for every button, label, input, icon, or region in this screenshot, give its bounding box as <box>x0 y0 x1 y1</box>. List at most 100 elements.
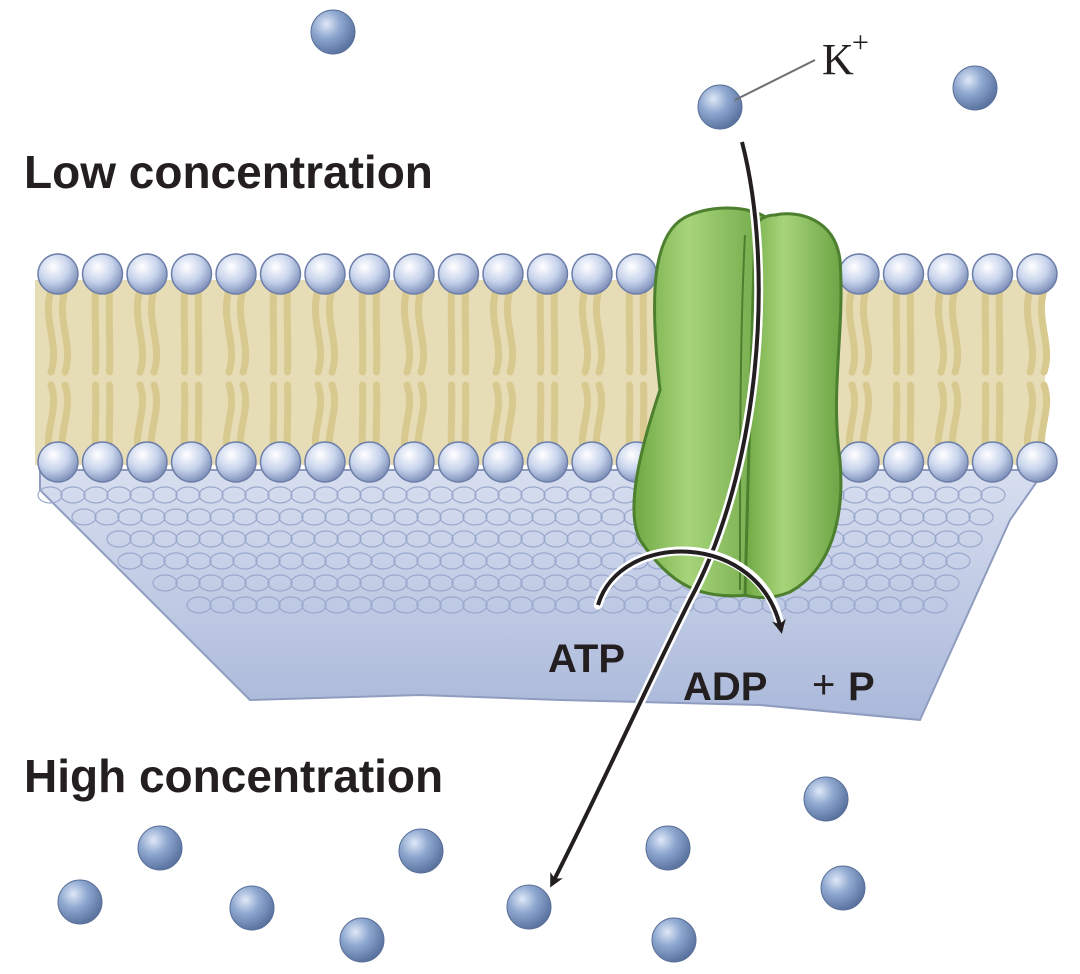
cytoplasm-bubble <box>439 596 465 614</box>
cytoplasm-bubble <box>865 530 891 548</box>
cytoplasm-bubble <box>382 486 408 504</box>
cytoplasm-bubble <box>922 508 948 526</box>
ion-charge-label: + <box>852 26 869 59</box>
potassium-ion <box>651 917 697 963</box>
high-concentration-label: High concentration <box>24 750 443 802</box>
lipid-head <box>259 253 302 295</box>
lipid-tail <box>461 286 470 376</box>
lipid-tail <box>194 286 203 376</box>
lipid-head <box>882 253 925 295</box>
cytoplasm-bubble <box>37 486 63 504</box>
cytoplasm-bubble <box>152 574 178 592</box>
lipid-head <box>927 441 969 483</box>
cytoplasm-bubble <box>945 552 971 570</box>
cytoplasm-bubble <box>382 530 408 548</box>
cytoplasm-bubble <box>462 596 488 614</box>
potassium-ion <box>310 9 356 55</box>
cytoplasm-bubble <box>83 486 109 504</box>
cytoplasm-bubble <box>566 574 592 592</box>
cytoplasm-bubble <box>531 508 557 526</box>
phosphate-label: P <box>848 665 875 709</box>
cytoplasm-bubble <box>301 552 327 570</box>
lipid-tail <box>133 286 147 376</box>
cytoplasm-bubble <box>853 596 879 614</box>
cytoplasm-bubble <box>554 596 580 614</box>
cytoplasm-bubble <box>209 596 235 614</box>
cytoplasm-bubble <box>623 596 649 614</box>
cytoplasm-bubble <box>382 574 408 592</box>
cytoplasm-bubble <box>186 552 212 570</box>
cytoplasm-bubble <box>117 508 143 526</box>
cytoplasm-bubble <box>692 596 718 614</box>
lipid-tail <box>892 286 901 376</box>
cytoplasm-bubble <box>186 596 212 614</box>
cytoplasm-bubble <box>393 596 419 614</box>
cytoplasm-bubble <box>232 596 258 614</box>
lipid-tail <box>625 286 634 376</box>
lipid-tail <box>400 286 414 376</box>
adp-label: ADP <box>683 665 767 709</box>
cytoplasm-bubble <box>324 596 350 614</box>
lipid-tail <box>578 286 592 376</box>
lipid-tail <box>995 286 1004 376</box>
cytoplasm-bubble <box>474 530 500 548</box>
cytoplasm-bubble <box>508 552 534 570</box>
lipid-tail <box>58 286 72 376</box>
cytoplasm-bubble <box>600 508 626 526</box>
cytoplasm-bubble <box>888 486 914 504</box>
cytoplasm-bubble <box>255 552 281 570</box>
cytoplasm-bubble <box>520 486 546 504</box>
cytoplasm-bubble <box>416 596 442 614</box>
cytoplasm-bubble <box>784 596 810 614</box>
cytoplasm-bubble <box>888 530 914 548</box>
lipid-head <box>615 253 658 295</box>
cytoplasm-bubble <box>370 552 396 570</box>
lipid-head <box>215 253 257 295</box>
lipid-head <box>838 253 880 295</box>
plus-label: + <box>812 663 835 707</box>
lipid-tail <box>1037 286 1051 376</box>
cytoplasm-bubble <box>290 530 316 548</box>
cytoplasm-bubble <box>531 596 557 614</box>
lipid-tail <box>948 286 962 376</box>
cytoplasm-bubble <box>370 596 396 614</box>
lipid-head <box>170 441 213 483</box>
cytoplasm-bubble <box>853 552 879 570</box>
cytoplasm-bubble <box>244 486 270 504</box>
cytoplasm-bubble <box>876 596 902 614</box>
cytoplasm-bubble <box>911 530 937 548</box>
cytoplasm-bubble <box>842 574 868 592</box>
cytoplasm-bubble <box>198 530 224 548</box>
cytoplasm-bubble <box>577 508 603 526</box>
cytoplasm-bubble <box>865 486 891 504</box>
cytoplasm-bubble <box>416 508 442 526</box>
cytoplasm-bubble <box>94 508 120 526</box>
cytoplasm-bubble <box>140 552 166 570</box>
cytoplasm-bubble <box>393 508 419 526</box>
lipid-head <box>348 253 391 295</box>
cytoplasm-bubble <box>554 552 580 570</box>
cytoplasm-bubble <box>370 508 396 526</box>
cytoplasm-bubble <box>428 574 454 592</box>
cytoplasm-bubble <box>405 574 431 592</box>
lipid-head <box>81 253 124 295</box>
cytoplasm-bubble <box>968 508 994 526</box>
lipid-head <box>927 253 969 295</box>
cytoplasm-bubble <box>600 552 626 570</box>
lipid-head <box>393 253 435 295</box>
cytoplasm-bubble <box>934 530 960 548</box>
cytoplasm-bubble <box>876 552 902 570</box>
cytoplasm-bubble <box>922 552 948 570</box>
lipid-tail <box>981 286 990 376</box>
cytoplasm-bubble <box>462 552 488 570</box>
cytoplasm-bubble <box>278 508 304 526</box>
lipid-head <box>393 441 435 483</box>
cytoplasm-bubble <box>405 530 431 548</box>
cytoplasm-bubble <box>255 508 281 526</box>
potassium-ion <box>229 885 275 931</box>
lipid-tail <box>222 286 236 376</box>
cytoplasm-bubble <box>278 552 304 570</box>
cytoplasm-bubble <box>589 530 615 548</box>
